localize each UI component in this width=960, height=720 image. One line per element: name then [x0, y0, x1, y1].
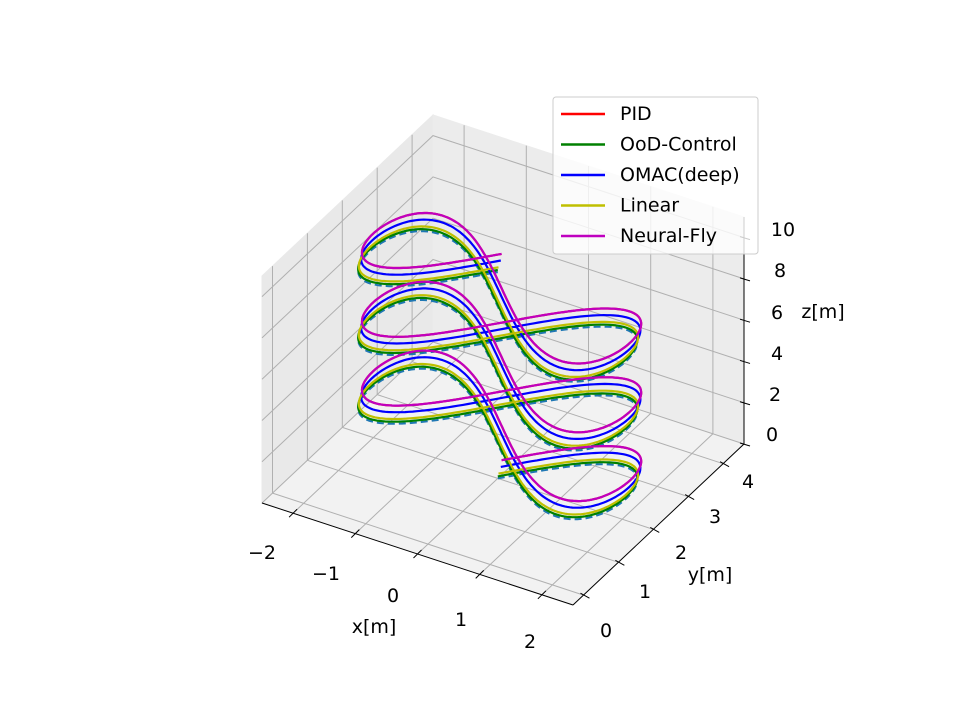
z-tick — [739, 318, 751, 323]
y-tick — [615, 559, 625, 566]
tick-marks — [288, 236, 751, 600]
x-tick — [350, 529, 360, 538]
x-tick — [537, 590, 547, 600]
tick-labels: −2 −1 0 1 2 0 1 2 3 4 0 2 4 6 8 10 — [248, 219, 795, 653]
y-tick-label: 2 — [675, 542, 687, 564]
x-tick-label: −1 — [312, 563, 340, 585]
z-tick-label: 10 — [771, 219, 795, 241]
z-tick — [739, 401, 751, 406]
z-tick — [739, 277, 751, 282]
z-tick-label: 6 — [771, 302, 783, 324]
series-line-neural-fly — [360, 211, 643, 503]
series-line-ood-control — [357, 228, 639, 519]
legend-label: Neural-Fly — [620, 225, 717, 247]
y-axis-label: y[m] — [688, 564, 733, 586]
y-tick-label: 1 — [639, 581, 651, 603]
z-tick — [739, 359, 751, 364]
x-axis-label: x[m] — [352, 616, 397, 638]
x-tick — [288, 508, 298, 518]
z-axis-label: z[m] — [801, 301, 844, 323]
y-axis-line — [572, 443, 745, 606]
z-tick-label: 8 — [774, 260, 786, 282]
x-tick-label: 0 — [387, 585, 399, 607]
y-tick-label: 3 — [709, 506, 721, 528]
legend-label: OMAC(deep) — [620, 164, 740, 186]
series-line-omac-deep- — [360, 218, 642, 509]
series-lines — [357, 211, 643, 521]
x-tick-label: −2 — [248, 542, 276, 564]
z-tick — [739, 442, 751, 447]
legend-label: Linear — [620, 195, 679, 217]
legend-frame — [552, 96, 759, 255]
z-grid-line — [261, 341, 745, 504]
z-grid-line — [261, 217, 745, 380]
y-tick-label: 4 — [742, 471, 754, 493]
z-tick-label: 4 — [771, 343, 783, 365]
y-tick — [719, 461, 730, 468]
x-tick-label: 2 — [524, 631, 536, 653]
series-line-linear — [357, 225, 640, 516]
y-tick — [580, 592, 590, 599]
y-tick-label: 0 — [600, 620, 612, 642]
legend: PID OoD-Control OMAC(deep) Linear Neural-Fly — [552, 96, 759, 255]
y-tick — [650, 526, 660, 533]
x-tick-label: 1 — [455, 609, 467, 631]
legend-label: PID — [620, 103, 652, 125]
legend-label: OoD-Control — [620, 134, 737, 156]
x-tick — [413, 549, 422, 559]
y-tick — [684, 494, 695, 501]
x-tick — [475, 570, 485, 579]
z-tick-label: 2 — [769, 384, 781, 406]
z-tick-label: 0 — [766, 424, 778, 446]
